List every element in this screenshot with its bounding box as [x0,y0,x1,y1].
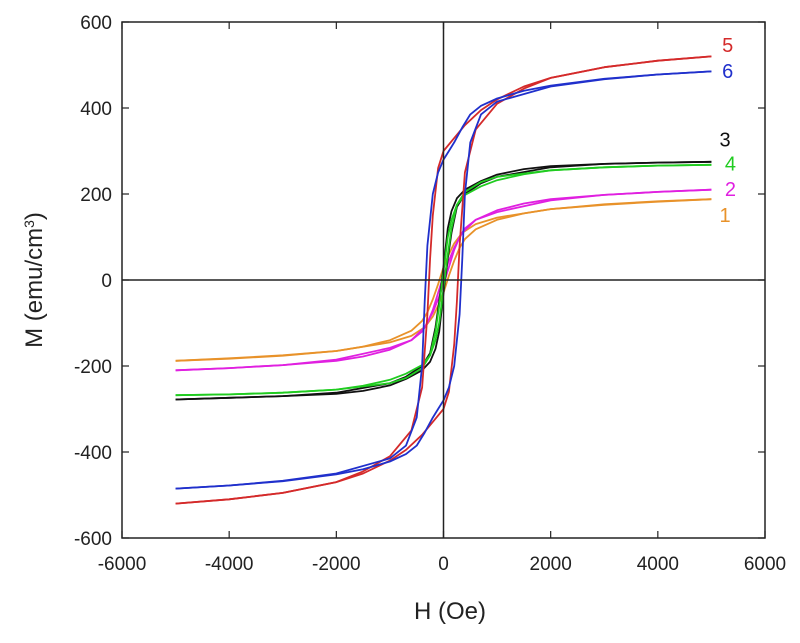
series-layer [175,55,712,505]
series-6-ascending-branch [175,70,712,490]
x-tick-label: 6000 [744,554,786,575]
series-label-6: 6 [722,61,733,83]
series-label-1: 1 [719,205,730,227]
y-axis-title-sup: 3 [21,220,37,228]
series-2-ascending-branch [175,188,712,372]
tick-layer: -6000 -4000 -2000 0 2000 4000 6000-600-400-200… [74,13,786,575]
series-1-ascending-branch [175,198,712,362]
y-tick-label: -200 [74,357,112,378]
series-label-4: 4 [725,153,736,175]
series-labels: 5 6 34 2 1 [719,35,735,227]
x-tick-label: 2000 [530,554,572,575]
series-label-2: 2 [725,179,736,201]
y-tick-label: -400 [74,443,112,464]
series-label-3: 3 [719,130,730,152]
x-tick-label: -2000 [312,554,361,575]
series-5-ascending-branch [175,55,712,505]
y-axis-title-main: M (emu/cm [21,228,48,348]
x-tick-label: 0 [438,554,449,575]
y-tick-label: 0 [101,271,112,292]
y-tick-label: 200 [80,185,112,206]
x-axis-title: H (Oe) [414,598,486,625]
x-tick-label: -4000 [205,554,254,575]
y-tick-label: 400 [80,99,112,120]
series-4-ascending-branch [175,163,712,397]
series-label-5: 5 [722,35,733,57]
y-tick-label: 600 [80,13,112,34]
x-tick-label: -6000 [98,554,147,575]
y-axis-title-end: ) [21,212,48,220]
series-2-descending-branch [175,188,712,372]
y-tick-label: -600 [74,529,112,550]
y-axis-title: M (emu/cm3) [21,212,48,348]
x-tick-label: 4000 [637,554,679,575]
series-5-descending-branch [175,55,712,505]
series-6-descending-branch [175,70,712,490]
